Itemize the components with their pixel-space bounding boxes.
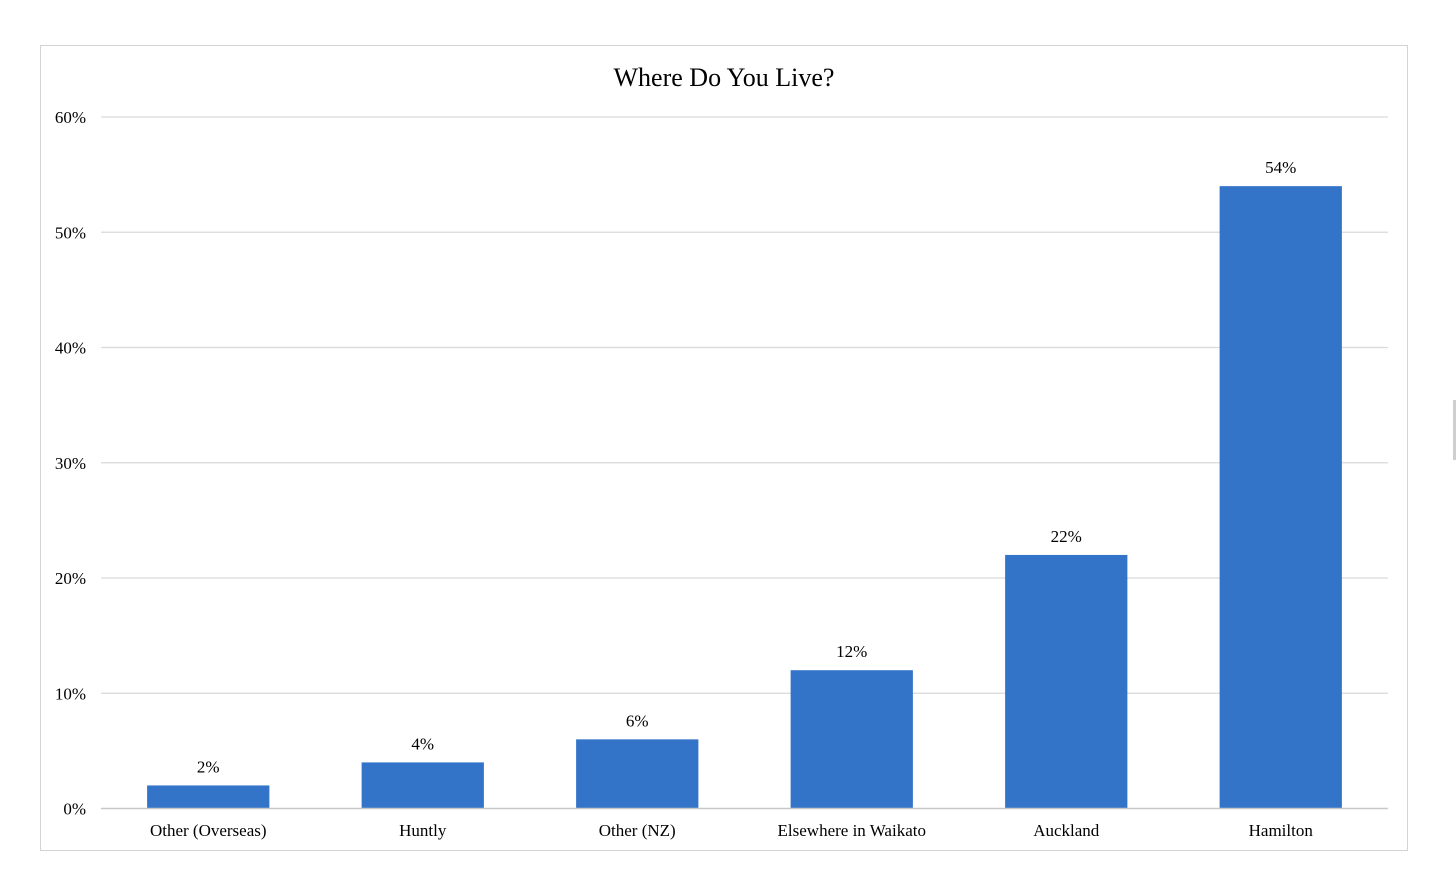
bars — [147, 186, 1342, 809]
data-label: 22% — [1051, 527, 1082, 546]
y-tick-label: 50% — [55, 223, 86, 242]
bar — [576, 739, 699, 809]
x-tick-label: Auckland — [1033, 821, 1100, 840]
x-tick-label: Other (NZ) — [599, 821, 676, 840]
data-label: 12% — [836, 642, 867, 661]
chart-title: Where Do You Live? — [614, 63, 835, 92]
data-label: 2% — [197, 757, 220, 776]
x-axis-tick-labels: Other (Overseas) Huntly Other (NZ) Elsewher… — [150, 821, 1313, 840]
bar — [361, 762, 484, 809]
x-tick-label: Huntly — [399, 821, 447, 840]
y-axis-tick-labels: 0% 10% 20% 30% 40% 50% 60% — [55, 108, 86, 819]
y-tick-label: 40% — [55, 339, 86, 358]
bar — [147, 785, 270, 809]
right-edge-divider — [1453, 400, 1456, 460]
bar — [1005, 554, 1128, 809]
y-tick-label: 30% — [55, 454, 86, 473]
bar — [790, 670, 913, 809]
y-tick-label: 20% — [55, 569, 86, 588]
y-tick-label: 10% — [55, 684, 86, 703]
grid-lines — [101, 116, 1388, 694]
bar — [1219, 186, 1342, 809]
y-tick-label: 60% — [55, 108, 86, 127]
x-tick-label: Hamilton — [1249, 821, 1314, 840]
x-tick-label: Elsewhere in Waikato — [778, 821, 926, 840]
data-label: 4% — [411, 734, 434, 753]
x-tick-label: Other (Overseas) — [150, 821, 267, 840]
chart-frame — [40, 45, 1408, 851]
data-label: 6% — [626, 711, 649, 730]
data-label: 54% — [1265, 158, 1296, 177]
data-labels: 2% 4% 6% 12% 22% 54% — [197, 158, 1296, 776]
y-tick-label: 0% — [63, 800, 86, 819]
